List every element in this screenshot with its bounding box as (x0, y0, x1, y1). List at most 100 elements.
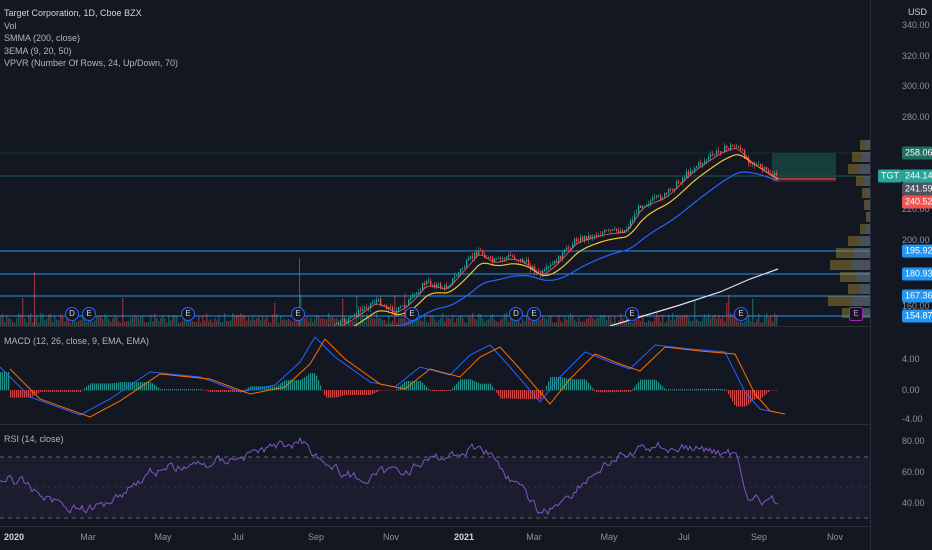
macd-histogram-bar (694, 389, 696, 391)
rsi-legend[interactable]: RSI (14, close) (4, 434, 64, 444)
volume-bar (456, 318, 458, 326)
volume-bar (192, 321, 194, 326)
legend-vol[interactable]: Vol (4, 20, 17, 31)
macd-histogram-bar (620, 390, 622, 392)
candle-body (534, 266, 536, 273)
volume-bar (76, 321, 78, 326)
candle-body (376, 300, 378, 303)
macd-histogram-bar (448, 390, 450, 391)
pane-separator[interactable] (0, 424, 932, 425)
price-chart[interactable] (0, 0, 870, 326)
macd-histogram-bar (604, 390, 606, 393)
legend-smma[interactable]: SMMA (200, close) (4, 33, 81, 43)
earnings-marker[interactable]: E (181, 307, 195, 321)
candle-body (652, 197, 654, 201)
candle-body (452, 278, 454, 285)
legend-vpvr[interactable]: VPVR (Number Of Rows, 24, Up/Down, 70) (4, 58, 179, 68)
dividend-marker[interactable]: D (509, 307, 523, 321)
volume-profile-row (866, 188, 870, 198)
chart-title[interactable]: Target Corporation, 1D, Cboe BZX (4, 8, 142, 18)
price-tag-240[interactable]: 240.52 (902, 195, 932, 209)
candle-body (434, 284, 436, 288)
stop-zone-box[interactable] (772, 178, 836, 182)
price-tag-244[interactable]: 244.14 (902, 169, 932, 183)
price-tick: 280.00 (902, 112, 930, 122)
macd-signal-line (9, 338, 786, 418)
macd-histogram-bar (124, 382, 126, 391)
price-pane[interactable]: Target Corporation, 1D, Cboe BZX Vol SMM… (0, 0, 870, 326)
macd-histogram-bar (122, 382, 124, 391)
candle-body (466, 260, 468, 267)
rsi-pane[interactable]: RSI (14, close) (0, 425, 870, 526)
time-axis[interactable] (0, 527, 870, 550)
price-tag-241[interactable]: 241.59 (902, 182, 932, 196)
candle-body (476, 252, 478, 256)
macd-histogram-bar (452, 388, 454, 391)
macd-chart[interactable] (0, 327, 870, 424)
target-zone-box[interactable] (772, 153, 836, 178)
pane-separator[interactable] (0, 326, 932, 327)
price-tag-258[interactable]: 258.06 (902, 146, 932, 160)
macd-histogram-bar (278, 384, 280, 391)
macd-histogram-bar (186, 389, 188, 391)
earnings-marker[interactable]: E (291, 307, 305, 321)
candle-body (404, 305, 406, 307)
macd-histogram-bar (164, 389, 166, 391)
volume-bar (172, 315, 174, 326)
dividend-marker[interactable]: D (65, 307, 79, 321)
symbol-tag[interactable]: TGT (878, 169, 902, 183)
upcoming-earnings-marker[interactable]: E (849, 307, 863, 321)
volume-profile-row (866, 212, 870, 222)
volume-bar (148, 321, 150, 326)
earnings-marker[interactable]: E (734, 307, 748, 321)
volume-bar (628, 321, 630, 326)
candle-body (568, 247, 570, 249)
macd-histogram-bar (502, 390, 504, 399)
macd-histogram-bar (76, 390, 78, 392)
candle-body (356, 314, 358, 317)
macd-histogram-bar (420, 381, 422, 391)
macd-histogram-bar (766, 390, 768, 394)
earnings-marker[interactable]: E (625, 307, 639, 321)
candle-body (614, 228, 616, 230)
candle-body (474, 252, 476, 258)
volume-bar (400, 318, 402, 326)
earnings-marker[interactable]: E (527, 307, 541, 321)
macd-histogram-bar (428, 388, 430, 391)
macd-pane[interactable]: MACD (12, 26, close, 9, EMA, EMA) (0, 327, 870, 424)
price-tag-154[interactable]: 154.87 (902, 309, 932, 323)
macd-histogram-bar (612, 390, 614, 393)
macd-histogram-bar (34, 390, 36, 396)
macd-histogram-bar (264, 386, 266, 391)
macd-histogram-bar (296, 379, 298, 391)
price-tag-167[interactable]: 167.36 (902, 289, 932, 303)
volume-profile-row (860, 284, 870, 294)
macd-histogram-bar (618, 390, 620, 392)
volume-bar (370, 316, 372, 326)
volume-bar (478, 313, 480, 326)
price-tag-180[interactable]: 180.93 (902, 267, 932, 281)
rsi-chart[interactable] (0, 425, 870, 526)
macd-histogram-bar (80, 390, 82, 392)
volume-bar (712, 316, 714, 326)
candle-body (340, 320, 342, 325)
volume-bar (312, 321, 314, 326)
candle-body (608, 229, 610, 231)
macd-histogram-bar (196, 389, 198, 391)
volume-bar (196, 321, 198, 326)
macd-histogram-bar (310, 373, 312, 391)
volume-bar (164, 318, 166, 326)
macd-histogram-bar (354, 390, 356, 396)
volume-bar (118, 321, 120, 326)
macd-legend[interactable]: MACD (12, 26, close, 9, EMA, EMA) (4, 336, 150, 346)
volume-bar (306, 316, 308, 326)
earnings-marker[interactable]: E (82, 307, 96, 321)
earnings-marker[interactable]: E (405, 307, 419, 321)
candle-body (348, 318, 350, 322)
price-tag-195[interactable]: 195.92 (902, 244, 932, 258)
volume-bar (498, 322, 500, 326)
volume-bar (550, 316, 552, 326)
legend-3ema[interactable]: 3EMA (9, 20, 50) (4, 45, 72, 56)
macd-histogram-bar (712, 388, 714, 391)
macd-histogram-bar (368, 390, 370, 396)
